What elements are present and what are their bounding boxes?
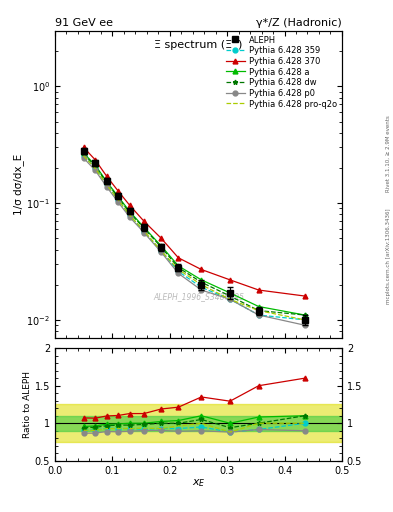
- Text: γ*/Z (Hadronic): γ*/Z (Hadronic): [256, 18, 342, 28]
- Y-axis label: Ratio to ALEPH: Ratio to ALEPH: [23, 371, 32, 438]
- Legend: ALEPH, Pythia 6.428 359, Pythia 6.428 370, Pythia 6.428 a, Pythia 6.428 dw, Pyth: ALEPH, Pythia 6.428 359, Pythia 6.428 37…: [223, 32, 340, 112]
- Y-axis label: 1/σ dσ/dx_E: 1/σ dσ/dx_E: [13, 154, 24, 215]
- Bar: [55, 404, 342, 442]
- Text: ALEPH_1996_S3486095: ALEPH_1996_S3486095: [153, 292, 244, 301]
- X-axis label: $x_E$: $x_E$: [192, 477, 205, 489]
- Text: Ξ spectrum (Ξ⁻): Ξ spectrum (Ξ⁻): [154, 40, 242, 50]
- Text: Rivet 3.1.10, ≥ 2.9M events: Rivet 3.1.10, ≥ 2.9M events: [386, 115, 391, 192]
- Text: 91 GeV ee: 91 GeV ee: [55, 18, 113, 28]
- Bar: [55, 416, 342, 431]
- Text: mcplots.cern.ch [arXiv:1306.3436]: mcplots.cern.ch [arXiv:1306.3436]: [386, 208, 391, 304]
